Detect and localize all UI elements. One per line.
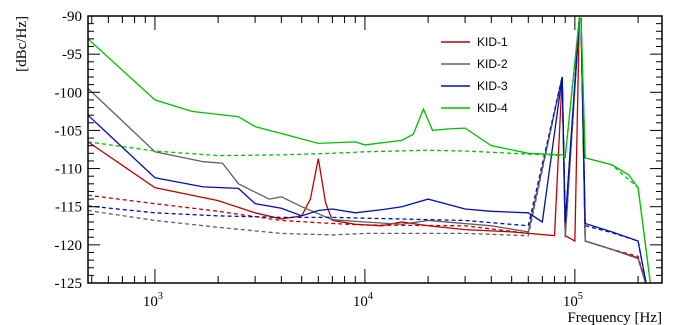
series-kid-2-dashed	[88, 17, 647, 283]
legend-label: KID-1	[477, 35, 508, 49]
x-tick-label: 104	[353, 291, 373, 310]
y-tick-label: -110	[55, 162, 82, 178]
y-tick-label: -120	[55, 238, 83, 254]
y-tick-label: -95	[62, 47, 82, 63]
y-tick-label: -90	[62, 9, 82, 25]
x-tick-label: 105	[563, 291, 583, 310]
y-tick-label: -115	[55, 200, 82, 216]
series-kid-3-dashed	[88, 17, 647, 283]
x-axis-title: Frequency [Hz]	[567, 310, 662, 325]
y-axis-title: [dBc/Hz]	[14, 16, 30, 72]
plot-frame	[87, 15, 663, 284]
series-layer	[88, 17, 651, 283]
y-tick-label: -125	[55, 276, 83, 292]
series-kid-4-dashed	[88, 17, 651, 283]
series-kid-4-solid	[88, 17, 651, 283]
legend-label: KID-3	[477, 79, 508, 93]
axis-ticks	[88, 15, 662, 284]
legend: KID-1 KID-2 KID-3 KID-4	[441, 35, 508, 115]
x-tick-label: 103	[143, 291, 163, 310]
y-tick-label: -100	[55, 85, 83, 101]
legend-label: KID-2	[477, 57, 508, 71]
legend-label: KID-4	[477, 101, 508, 115]
axis-tick-labels: -90 -95 -100 -105 -110 -115 -120 -125 103 104 105	[55, 9, 583, 310]
y-tick-label: -105	[55, 123, 83, 139]
